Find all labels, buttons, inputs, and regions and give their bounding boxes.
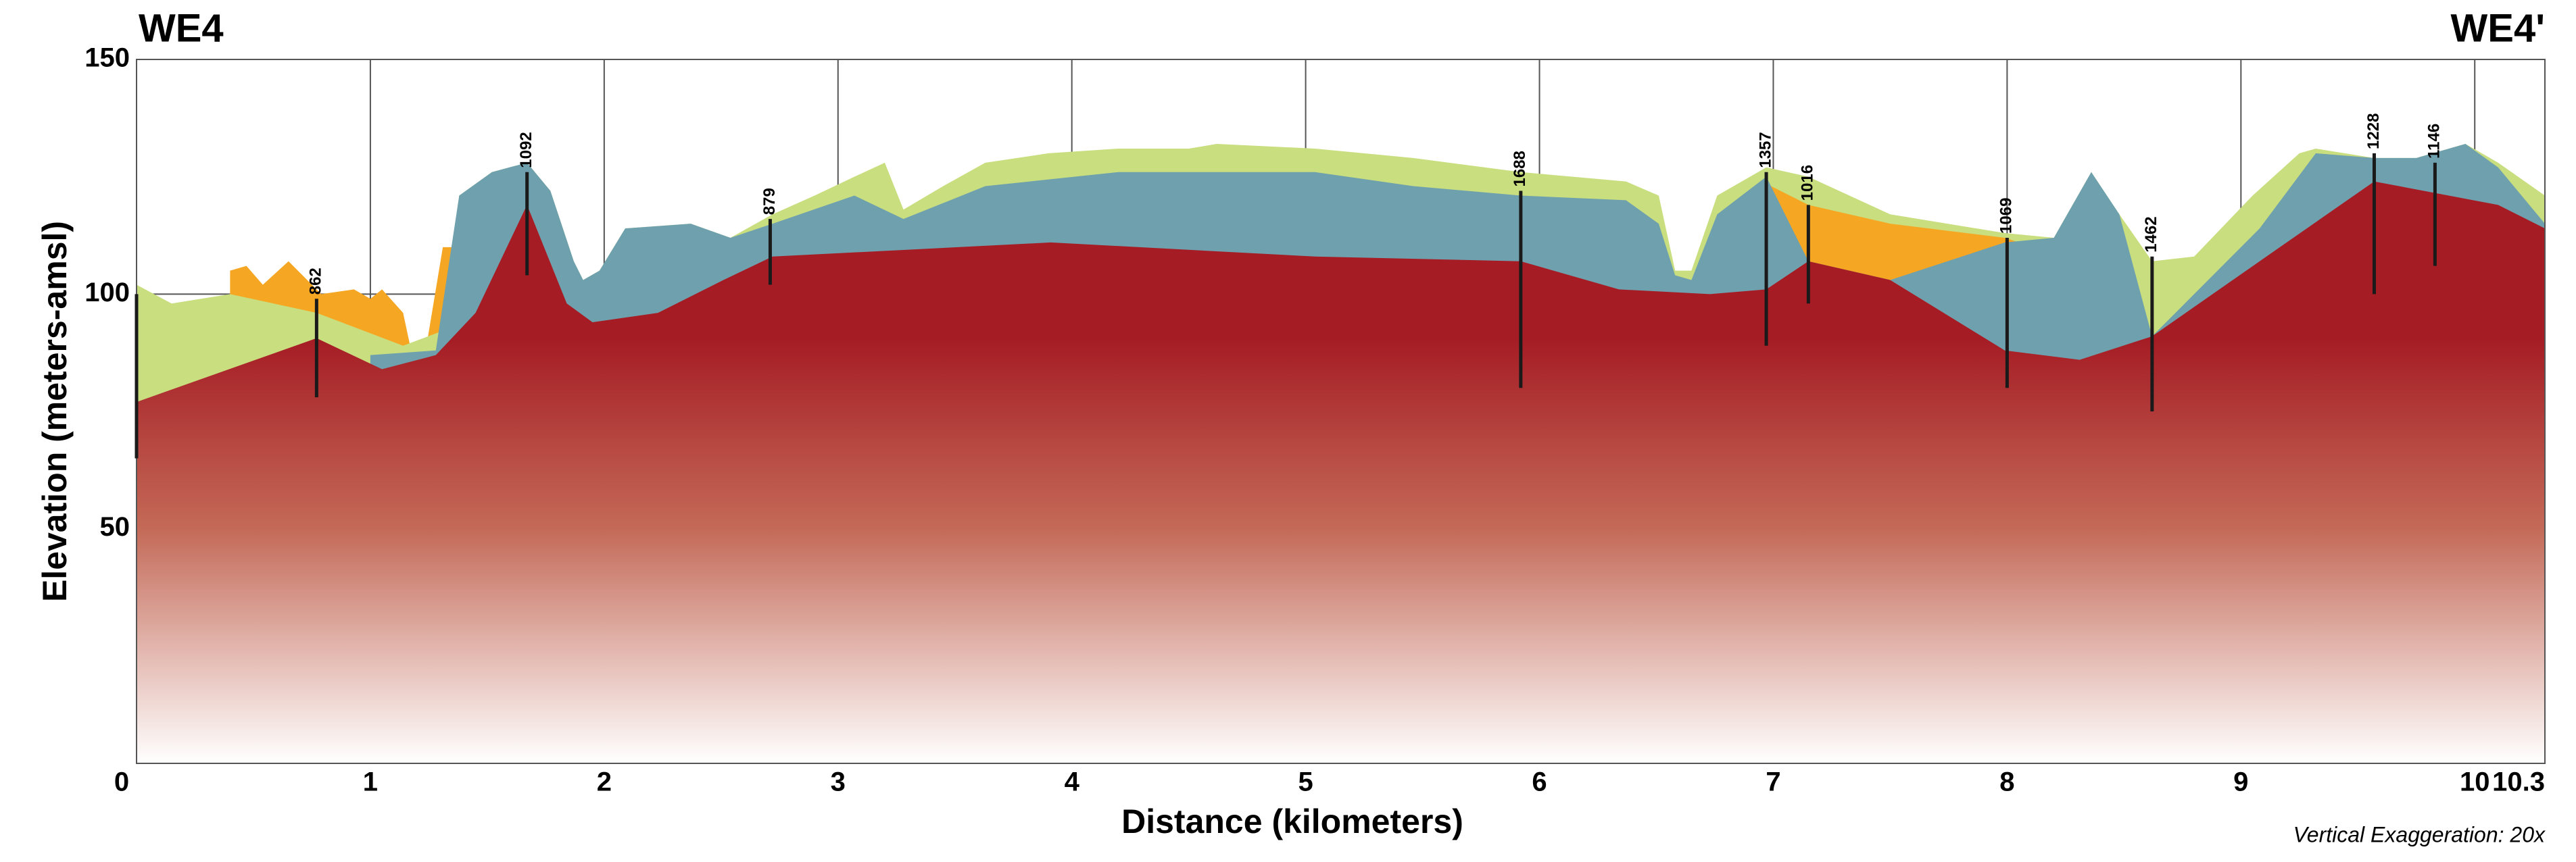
y-axis-label: Elevation (meters-amsl) bbox=[36, 221, 74, 602]
section-start-label: WE4 bbox=[139, 6, 224, 50]
x-tick-label: 1 bbox=[363, 767, 378, 797]
layers bbox=[137, 144, 2545, 763]
well-label: 1357 bbox=[1756, 132, 1774, 168]
well-label: 1146 bbox=[2425, 124, 2444, 159]
wells: 862 1092 879 1688 1357 1016 1069 1462 1228 1146 bbox=[135, 113, 2444, 459]
well-label: 1462 bbox=[2142, 216, 2160, 252]
section-end-label: WE4' bbox=[2451, 6, 2545, 50]
x-tick-label: 2 bbox=[597, 767, 612, 797]
exaggeration-note: Vertical Exaggeration: 20x bbox=[2293, 822, 2546, 846]
well-label: 1688 bbox=[1511, 151, 1529, 186]
y-tick-label: 150 bbox=[84, 43, 130, 73]
y-tick-label: 50 bbox=[100, 512, 130, 542]
x-tick-label: 5 bbox=[1298, 767, 1313, 797]
well-label: 1092 bbox=[517, 132, 535, 168]
x-tick-label: 9 bbox=[2233, 767, 2248, 797]
x-axis-label: Distance (kilometers) bbox=[1121, 803, 1463, 840]
x-tick-label: 10.3 bbox=[2492, 767, 2545, 797]
ticks: 0 1 2 3 4 5 6 7 8 9 10 10.3 50 100 150 bbox=[84, 43, 2545, 797]
x-tick-label: 3 bbox=[831, 767, 846, 797]
x-tick-label: 7 bbox=[1766, 767, 1780, 797]
stratum bbox=[137, 181, 2545, 763]
well-label: 1016 bbox=[1799, 165, 1817, 201]
well-label: 879 bbox=[760, 188, 779, 215]
y-tick-label: 100 bbox=[84, 278, 130, 307]
x-tick-label: 0 bbox=[114, 767, 129, 797]
well-label: 1069 bbox=[1997, 198, 2016, 234]
x-tick-label: 6 bbox=[1532, 767, 1547, 797]
well-label: 1228 bbox=[2364, 113, 2383, 149]
x-tick-label: 8 bbox=[1999, 767, 2014, 797]
x-tick-label: 4 bbox=[1065, 767, 1080, 797]
x-tick-label: 10 bbox=[2460, 767, 2490, 797]
well-label: 862 bbox=[307, 268, 325, 295]
